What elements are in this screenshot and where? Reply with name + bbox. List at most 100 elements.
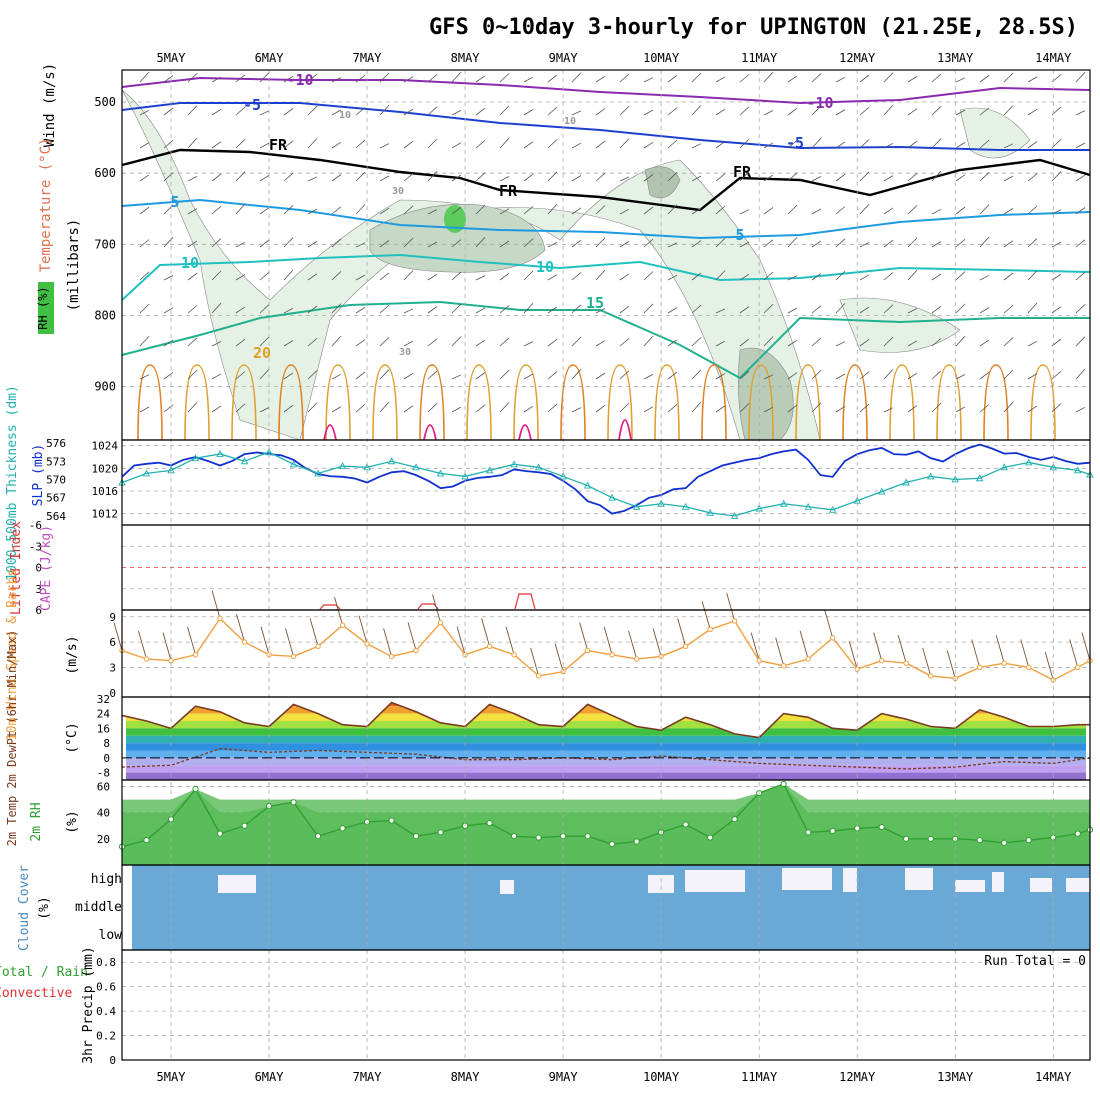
wind-barb: [499, 73, 510, 83]
date-label-top: 10MAY: [643, 51, 680, 65]
wind-barb: [139, 174, 150, 182]
wind-barb: [667, 75, 678, 83]
wind-barb: [355, 204, 366, 215]
wind-barb: [979, 139, 990, 149]
panel-frame: [121, 949, 1091, 1061]
wind-barb: [787, 107, 798, 116]
cloud-gap: [1066, 878, 1090, 892]
wind-barb: [787, 275, 798, 281]
pressure-tick-label: 500: [94, 95, 116, 109]
isotherm-line: [121, 76, 1091, 105]
wind-barb: [451, 142, 462, 149]
wind-barb: [691, 143, 702, 149]
wind-barb: [331, 77, 342, 83]
wind-barb: [787, 140, 798, 149]
wind-barb: [499, 337, 510, 347]
wind-barb: [571, 142, 582, 149]
isotherm-label: 10: [564, 116, 576, 127]
rh-marker: [927, 835, 934, 842]
wind-barb: [475, 237, 486, 248]
surface-wind-barb: [236, 613, 245, 643]
wind-barb: [691, 105, 702, 116]
slp-axis-label: SLP (mb): [31, 444, 46, 507]
rh-marker: [437, 829, 444, 836]
wind-speed-marker: [217, 615, 223, 622]
thickness-marker: [1049, 463, 1057, 471]
wind-speed-marker: [977, 664, 983, 671]
wind-barb: [811, 370, 822, 380]
wind-barb: [547, 106, 558, 116]
wind-barb: [235, 274, 246, 281]
thickness-marker: [436, 469, 445, 477]
wind-barb: [139, 271, 150, 281]
cloud-gap: [648, 875, 674, 893]
date-label-bottom: 9MAY: [549, 1070, 579, 1084]
wind-barb: [523, 405, 534, 413]
wind-barb: [547, 203, 558, 215]
isotherm-line: [121, 102, 1090, 151]
warm-isotherm: [748, 364, 774, 441]
wind-barb: [715, 373, 726, 380]
wind-barb: [259, 304, 270, 314]
rh-shading: [121, 89, 821, 441]
wind-barb: [355, 339, 366, 347]
wind-barb: [691, 304, 702, 314]
wind-barb: [955, 174, 966, 182]
surface-wind-barb: [799, 630, 809, 660]
run-total-label: Run Total = 0: [984, 954, 1086, 969]
wind-barb: [883, 142, 894, 149]
thickness-marker: [534, 463, 543, 471]
warm-isotherm: [842, 364, 868, 441]
wind-barb: [619, 338, 630, 347]
wind-barb: [691, 369, 702, 380]
wind-barb: [547, 338, 558, 347]
wind-barb: [571, 207, 582, 215]
warm-isotherm: [419, 364, 445, 441]
wind-barb: [403, 140, 414, 149]
wind-barb: [979, 172, 990, 182]
wind-barb: [235, 306, 246, 314]
precip-conv-label: Convective: [0, 986, 72, 1001]
wind-barb: [379, 337, 390, 347]
wind-barb: [1075, 72, 1086, 83]
wind-barb: [907, 308, 918, 314]
wind-barb: [715, 308, 726, 314]
isotherm-label: 20: [253, 344, 271, 362]
wind-barb: [883, 72, 894, 83]
wind-barb: [811, 240, 822, 248]
wind-barb: [619, 73, 630, 83]
wind-barb: [691, 401, 702, 413]
rh-marker: [609, 840, 616, 848]
wind-barb: [211, 270, 222, 281]
cloud-level-label: low: [99, 928, 123, 943]
wind-barb: [955, 238, 966, 248]
wind-barb: [1003, 240, 1014, 248]
wind-barb: [691, 175, 702, 182]
wind-speed-marker: [1026, 664, 1032, 671]
wind-barb: [1027, 373, 1038, 380]
wind-barb: [283, 205, 294, 215]
wind-speed-marker: [388, 653, 395, 660]
wind-barb: [835, 206, 846, 215]
wind-barb: [403, 308, 414, 314]
li-tick-label: -3: [29, 540, 42, 553]
wind-barb: [379, 272, 390, 281]
wind-barb: [259, 239, 270, 248]
isotherm-label: 10: [181, 254, 199, 272]
wind-barb: [859, 242, 870, 248]
wind-barb: [235, 241, 246, 248]
wind-barb: [139, 239, 150, 248]
wind-barb: [523, 373, 534, 380]
warm-isotherm: [701, 364, 727, 441]
wind-barb: [451, 406, 462, 413]
wind-barb: [235, 371, 246, 380]
temp-axis-label: Temperature (°C): [38, 138, 54, 273]
wind-barb: [715, 108, 726, 116]
wind-barb: [1027, 405, 1038, 413]
surface-wind-barb: [824, 609, 834, 638]
wind-barb: [547, 274, 558, 281]
li-tick-label: 6: [35, 604, 42, 617]
wind-barb: [187, 369, 198, 380]
wind-barb: [523, 173, 534, 182]
